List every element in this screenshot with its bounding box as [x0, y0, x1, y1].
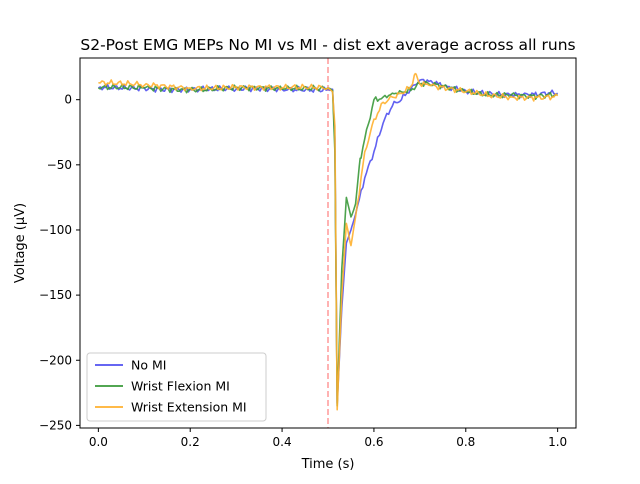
y-tick-label: −50: [47, 158, 72, 172]
legend-label: No MI: [131, 358, 166, 373]
x-tick-label: 0.6: [364, 435, 383, 449]
y-tick-label: −250: [39, 418, 72, 432]
y-axis-label: Voltage (µV): [13, 203, 28, 283]
x-axis-label: Time (s): [301, 457, 355, 472]
legend-box: [86, 352, 267, 422]
series-line-wrist-extension-mi: [98, 72, 559, 411]
legend-label: Wrist Extension MI: [131, 400, 247, 415]
x-tick-label: 0.8: [456, 435, 475, 449]
y-tick-label: −200: [39, 353, 72, 367]
y-tick-label: −150: [39, 288, 72, 302]
y-tick-label: −100: [39, 223, 72, 237]
legend: No MI Wrist Flexion MI Wrist Extension MI: [86, 352, 267, 422]
chart-title: S2-Post EMG MEPs No MI vs MI - dist ext …: [80, 36, 575, 54]
x-tick-label: 1.0: [548, 435, 567, 449]
y-tick-label: 0: [64, 93, 72, 107]
x-tick-label: 0.0: [89, 435, 108, 449]
axes-frame: [79, 57, 577, 429]
x-tick-label: 0.4: [273, 435, 292, 449]
x-tick-label: 0.2: [181, 435, 200, 449]
legend-label: Wrist Flexion MI: [131, 379, 230, 394]
